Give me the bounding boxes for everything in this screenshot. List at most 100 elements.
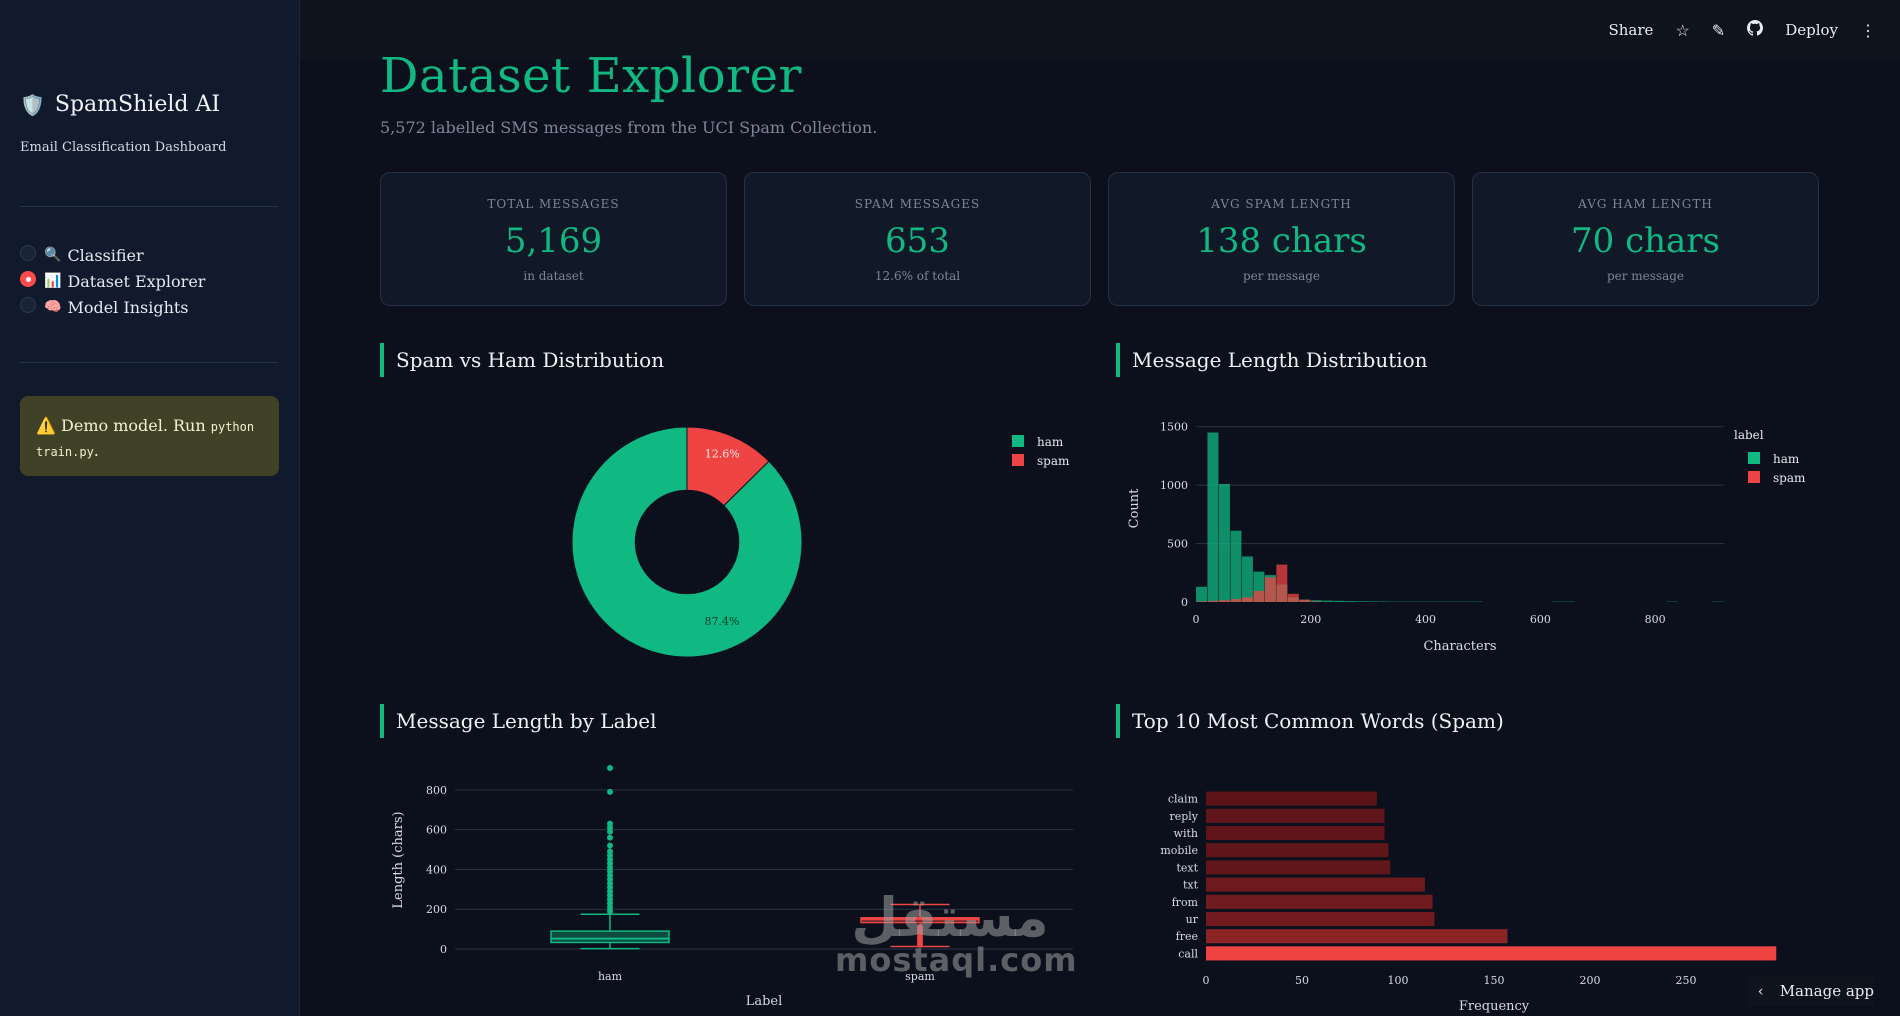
top-bar-actions: Share ☆ ✎ Deploy ⋮ — [1608, 20, 1876, 40]
legend-swatch-ham — [1012, 435, 1024, 447]
pie-slice-ham — [571, 426, 803, 658]
hist-bar-spam — [1241, 597, 1253, 602]
y-tick-label: txt — [1183, 879, 1199, 892]
hist-bar-spam — [1230, 599, 1242, 602]
box-plot-chart[interactable]: 0 200 400 600 800 ham spam Label Length (chars) — [380, 760, 1080, 1016]
github-icon[interactable] — [1747, 20, 1764, 40]
share-button[interactable]: Share — [1608, 21, 1654, 39]
shield-icon: 🛡️ — [20, 92, 45, 117]
kpi-subtext: per message — [1242, 269, 1321, 283]
bar-mobile — [1206, 843, 1389, 858]
y-tick-label: 0 — [440, 943, 447, 956]
demo-warning-alert: ⚠️ Demo model. Run python train.py. — [20, 396, 279, 476]
page-subtitle: 5,572 labelled SMS messages from the UCI… — [380, 118, 878, 137]
bar-txt — [1206, 877, 1425, 892]
hist-bar-ham — [1196, 586, 1207, 602]
section-title-histogram: Message Length Distribution — [1116, 343, 1428, 377]
radio-dataset-explorer[interactable] — [20, 271, 36, 287]
kpi-value: 5,169 — [504, 221, 603, 261]
y-tick-label: 800 — [426, 784, 447, 797]
hist-bar-spam — [1310, 601, 1322, 602]
nav-item-classifier[interactable]: 🔍 Classifier — [20, 242, 205, 268]
y-tick-label: from — [1172, 896, 1199, 909]
y-tick-label: 0 — [1181, 596, 1188, 609]
x-tick-label: 0 — [1203, 974, 1210, 987]
star-icon[interactable]: ☆ — [1675, 20, 1690, 40]
outlier-point-ham — [607, 834, 613, 841]
page-title: Dataset Explorer — [380, 48, 802, 104]
y-axis-title: Length (chars) — [391, 811, 406, 908]
legend-swatch-spam — [1748, 471, 1760, 483]
hist-bar-ham — [1241, 556, 1253, 602]
y-tick-label: claim — [1168, 793, 1199, 806]
x-axis-title: Label — [746, 994, 783, 1009]
deploy-button[interactable]: Deploy — [1785, 21, 1838, 39]
x-tick-label: ham — [598, 970, 623, 983]
x-tick-label: 800 — [1645, 613, 1666, 626]
watermark-text: mostaql.com — [835, 941, 1078, 979]
kpi-subtext: in dataset — [523, 269, 584, 283]
warning-icon: ⚠️ — [36, 416, 56, 435]
histogram-chart[interactable]: 0 500 1000 1500 0 200 400 600 800 Characters Count… — [1116, 395, 1816, 675]
y-tick-label: 400 — [426, 863, 447, 876]
y-tick-label: with — [1174, 827, 1198, 840]
sidebar-divider — [20, 362, 278, 363]
x-tick-label: 200 — [1300, 613, 1321, 626]
pie-slice-spam — [686, 426, 770, 507]
top-bar: Share ☆ ✎ Deploy ⋮ — [300, 0, 1900, 60]
manage-app-label: Manage app — [1779, 982, 1874, 1000]
kpi-card-total-messages: TOTAL MESSAGES 5,169 in dataset — [380, 172, 727, 306]
outlier-point-ham — [607, 842, 613, 849]
hist-bar-spam — [1207, 600, 1219, 602]
more-menu-icon[interactable]: ⋮ — [1860, 20, 1876, 40]
sidebar-divider — [20, 206, 278, 207]
hist-bar-spam — [1264, 577, 1276, 602]
radio-classifier[interactable] — [20, 245, 36, 261]
bar-free — [1206, 929, 1508, 944]
x-tick-label: 250 — [1676, 974, 1697, 987]
x-tick-label: 100 — [1388, 974, 1409, 987]
kpi-value: 653 — [885, 221, 950, 261]
top-words-bar-chart[interactable]: claim reply with mobile text txt from ur free cal… — [1116, 760, 1816, 1016]
alert-text: Demo model. Run — [61, 416, 211, 435]
y-tick-label: mobile — [1160, 844, 1198, 857]
kpi-label: SPAM MESSAGES — [854, 197, 981, 211]
edit-pencil-icon[interactable]: ✎ — [1711, 20, 1726, 40]
nav-item-dataset-explorer[interactable]: 📊 Dataset Explorer — [20, 268, 205, 294]
y-axis-title: Count — [1127, 488, 1142, 529]
hist-bar-spam — [1276, 564, 1288, 602]
bar-claim — [1206, 791, 1377, 806]
nav-item-model-insights[interactable]: 🧠 Model Insights — [20, 294, 205, 320]
brand-subtitle: Email Classification Dashboard — [20, 140, 227, 155]
section-title-pie: Spam vs Ham Distribution — [380, 343, 664, 377]
hist-bar-ham — [1253, 571, 1265, 602]
outlier-point-ham — [607, 764, 613, 771]
y-tick-label: 1000 — [1160, 479, 1188, 492]
hist-bar-ham — [1207, 432, 1219, 602]
kpi-label: TOTAL MESSAGES — [487, 197, 620, 211]
hist-bar-spam — [1218, 600, 1230, 602]
legend-swatch-ham — [1748, 452, 1760, 464]
x-tick-label: 600 — [1530, 613, 1551, 626]
outlier-point-ham — [607, 788, 613, 795]
pie-chart[interactable]: 87.4% 12.6% ham spam — [380, 395, 1080, 675]
nav-label-dataset-explorer: Dataset Explorer — [67, 271, 206, 291]
legend-label-ham: ham — [1773, 452, 1800, 466]
sidebar-nav: 🔍 Classifier 📊 Dataset Explorer 🧠 Model … — [20, 242, 205, 320]
section-title-boxplot: Message Length by Label — [380, 704, 657, 738]
y-tick-label: 500 — [1167, 538, 1188, 551]
x-tick-label: 0 — [1193, 613, 1200, 626]
manage-app-button[interactable]: ‹ Manage app — [1747, 976, 1874, 1006]
x-tick-label: 150 — [1484, 974, 1505, 987]
hist-bar-spam — [1253, 590, 1265, 602]
bar-reply — [1206, 808, 1385, 823]
x-axis-title: Characters — [1423, 639, 1496, 654]
hist-bar-ham — [1356, 601, 1368, 602]
hist-bar-ham — [1218, 483, 1230, 602]
kpi-card-spam-messages: SPAM MESSAGES 653 12.6% of total — [744, 172, 1091, 306]
bar-from — [1206, 894, 1433, 909]
pie-label-spam: 12.6% — [705, 448, 740, 461]
radio-model-insights[interactable] — [20, 297, 36, 313]
hist-bar-ham — [1230, 530, 1242, 602]
y-tick-label: free — [1176, 930, 1198, 943]
